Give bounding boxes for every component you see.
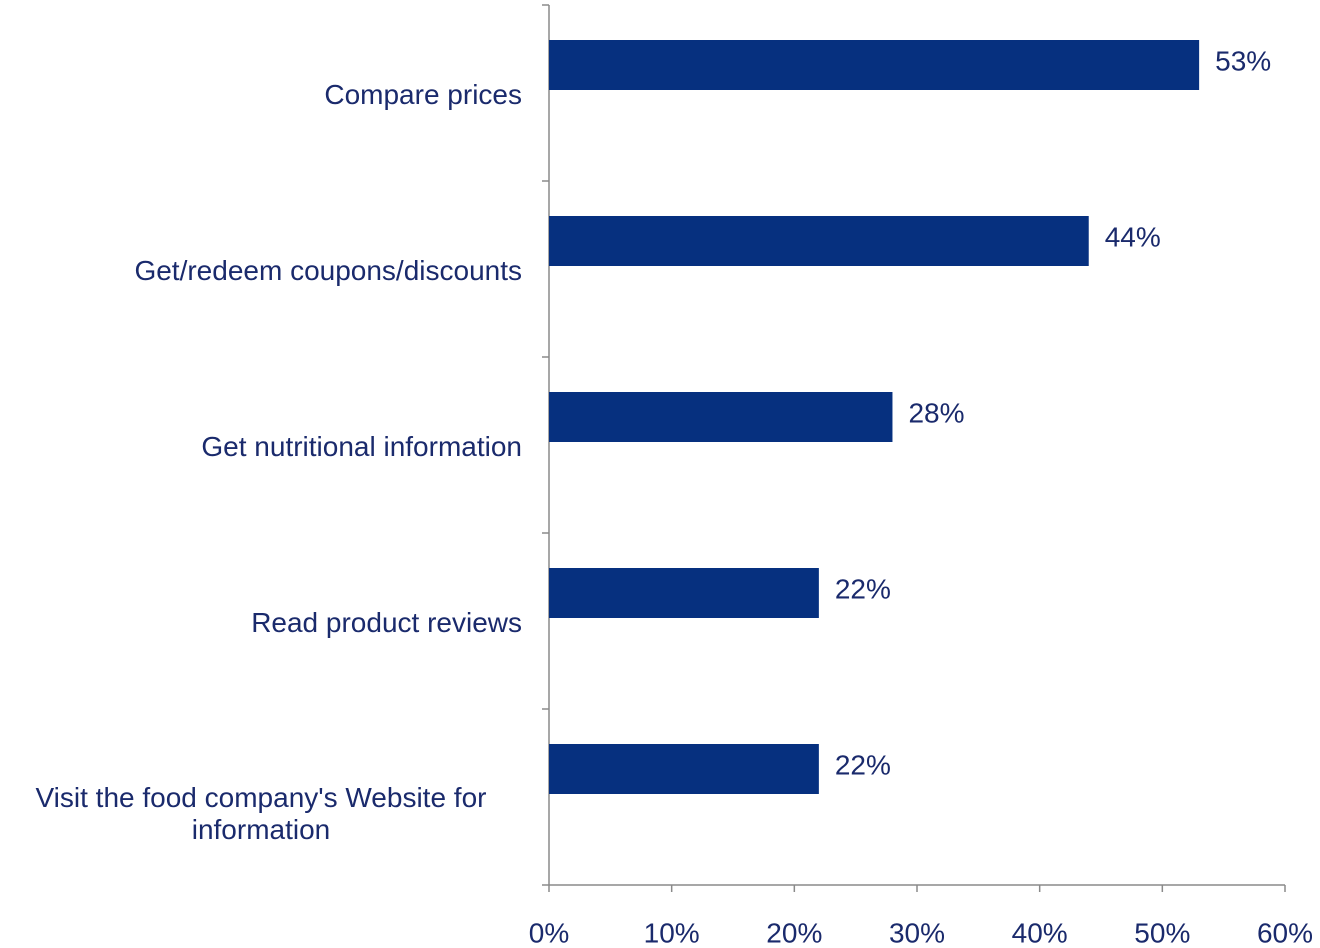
- category-text: Read product reviews: [251, 607, 522, 638]
- value-label: 22%: [835, 573, 891, 604]
- category-text: Visit the food company's Website for inf…: [35, 782, 487, 845]
- bar: [549, 744, 819, 794]
- value-label: 22%: [835, 749, 891, 780]
- category-label: Get/redeem coupons/discounts: [0, 255, 522, 287]
- bar: [549, 216, 1089, 266]
- x-tick-label: 10%: [644, 917, 700, 948]
- x-tick-label: 40%: [1012, 917, 1068, 948]
- bar: [549, 392, 893, 442]
- x-tick-label: 0%: [529, 917, 569, 948]
- value-label: 28%: [908, 397, 964, 428]
- x-tick-label: 60%: [1257, 917, 1313, 948]
- value-label: 53%: [1215, 45, 1271, 76]
- bar: [549, 568, 819, 618]
- bar: [549, 40, 1200, 90]
- value-label: 44%: [1105, 221, 1161, 252]
- category-text: Get/redeem coupons/discounts: [134, 255, 522, 286]
- x-tick-label: 20%: [766, 917, 822, 948]
- category-label: Get nutritional information: [0, 431, 522, 463]
- category-label: Visit the food company's Website for inf…: [0, 782, 522, 846]
- category-label: Compare prices: [0, 79, 522, 111]
- category-label: Read product reviews: [0, 607, 522, 639]
- x-tick-label: 50%: [1134, 917, 1190, 948]
- category-text: Get nutritional information: [201, 431, 522, 462]
- x-tick-label: 30%: [889, 917, 945, 948]
- category-text: Compare prices: [324, 79, 522, 110]
